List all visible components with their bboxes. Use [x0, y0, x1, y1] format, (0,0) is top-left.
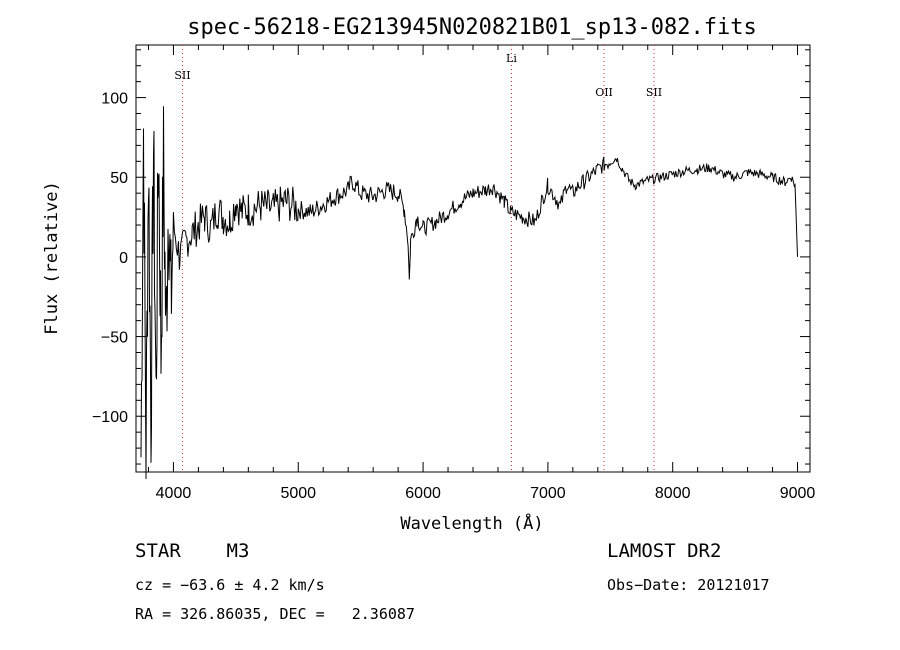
- object-class: STAR: [135, 540, 181, 562]
- x-tick-label: 9000: [780, 485, 816, 502]
- x-axis-label: Wavelength (Å): [400, 512, 543, 534]
- x-tick-label: 5000: [280, 485, 316, 502]
- y-tick-label: 50: [110, 170, 128, 187]
- x-tick-label: 6000: [405, 485, 441, 502]
- x-tick-label: 7000: [530, 485, 566, 502]
- observation-date-label: Obs−Date: 20121017: [607, 576, 770, 594]
- line-marker-label: OII: [595, 86, 613, 99]
- redshift-label: cz = −63.6 ± 4.2 km/s: [135, 576, 325, 594]
- object-subclass: M3: [226, 540, 250, 562]
- plot-frame: [135, 44, 811, 473]
- axis-ticks: 4000 5000 6000 7000 8000 9000 −100 −50 0 50 100: [92, 45, 815, 502]
- y-tick-label: −50: [101, 330, 128, 347]
- spectrum-line: [140, 106, 798, 480]
- survey-label: LAMOST DR2: [607, 540, 722, 562]
- y-tick-label: 0: [119, 250, 128, 267]
- y-tick-label: 100: [101, 91, 128, 108]
- line-marker-label: SII: [174, 69, 190, 82]
- line-marker-label: SII: [646, 86, 662, 99]
- y-axis-label: Flux (relative): [42, 181, 62, 335]
- x-tick-label: 4000: [156, 485, 192, 502]
- x-tick-label: 8000: [655, 485, 691, 502]
- emission-line-markers: SII Li OII SII: [174, 45, 662, 472]
- chart-title: spec-56218-EG213945N020821B01_sp13-082.f…: [187, 15, 757, 40]
- line-marker-label: Li: [506, 52, 517, 65]
- object-class-label: STAR M3: [135, 540, 249, 562]
- spectrum-series: [140, 106, 798, 480]
- coordinates-label: RA = 326.86035, DEC = 2.36087: [135, 605, 415, 623]
- y-tick-label: −100: [92, 409, 128, 426]
